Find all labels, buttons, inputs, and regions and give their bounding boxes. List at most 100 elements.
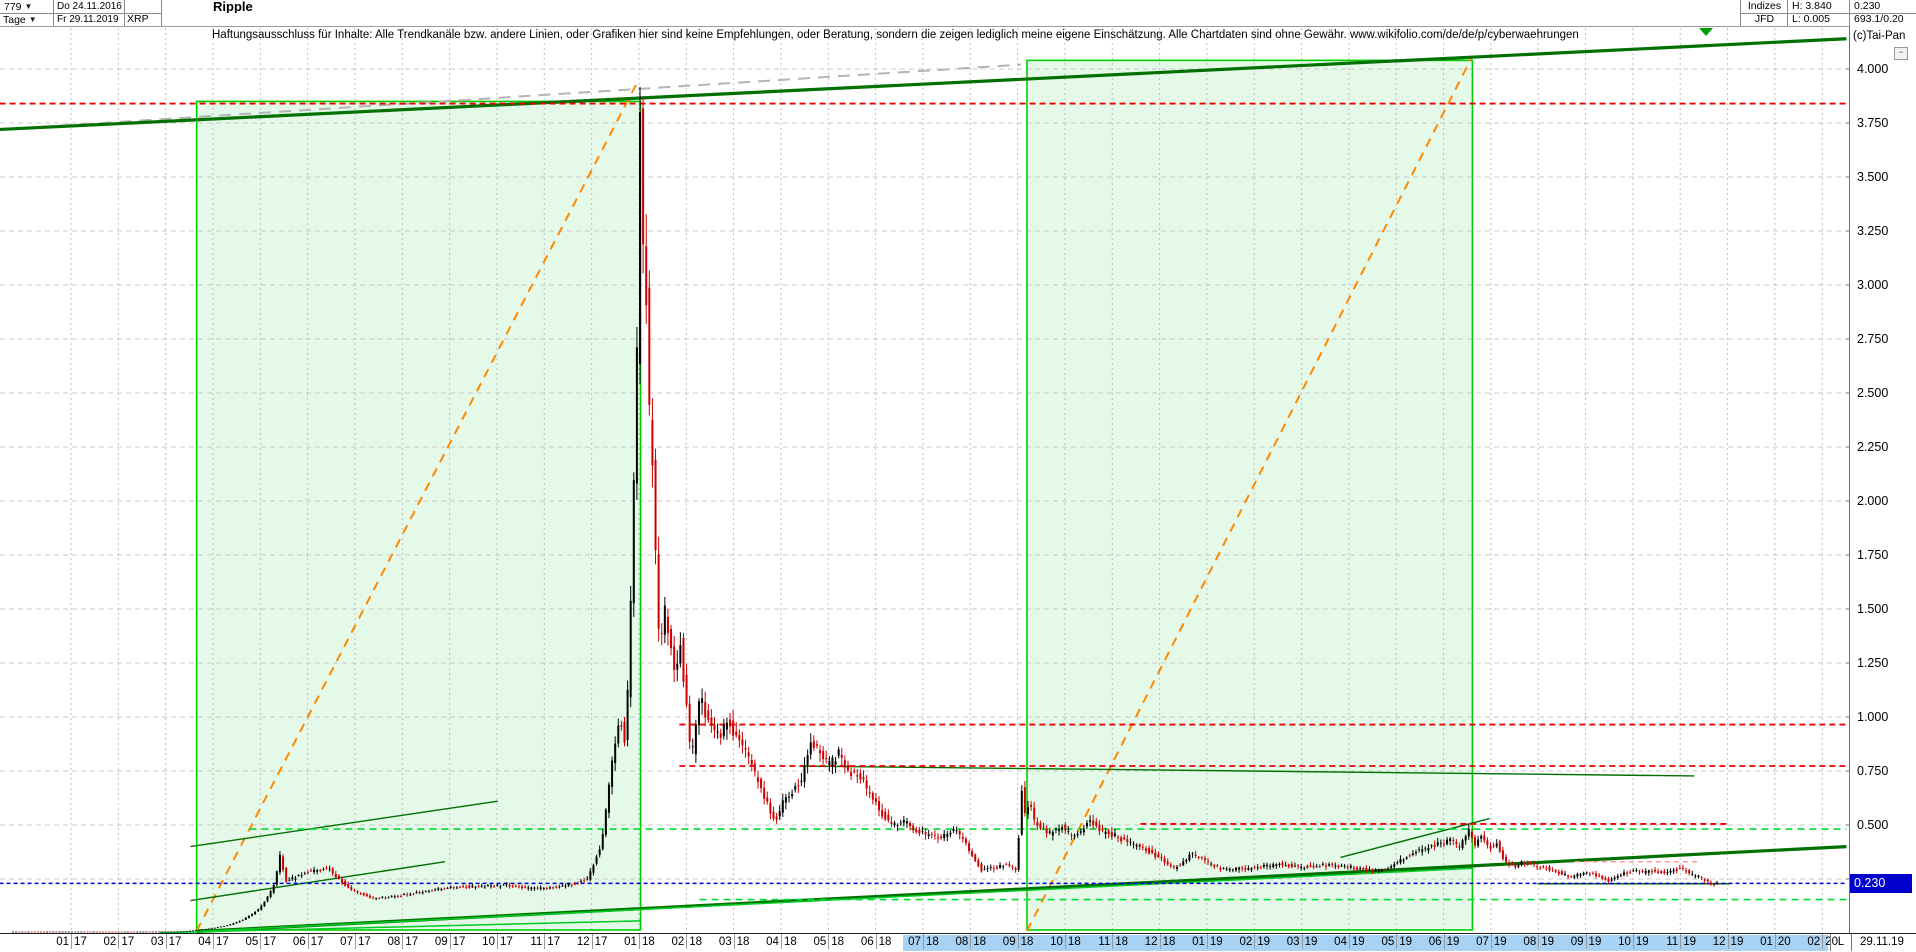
volume-info: 693.1/0.20 [1854,13,1904,25]
month-tick [1727,934,1729,949]
month-tick [1159,934,1161,949]
month-label: 03 [1286,936,1300,948]
price-tick-label: 2.000 [1857,494,1889,508]
month-tick [1017,934,1019,949]
month-tick [544,934,546,949]
period-dropdown[interactable]: Tage ▼ [3,14,37,26]
year-label: 18 [641,936,655,948]
plot-area [0,28,1849,933]
month-tick [402,934,404,949]
month-tick [1301,934,1303,949]
candles [12,87,1719,933]
year-label: 17 [263,936,277,948]
year-label: 18 [925,936,939,948]
year-label: 19 [1683,936,1697,948]
month-label: 05 [1381,936,1395,948]
year-label: 19 [1399,936,1413,948]
month-label: 06 [860,936,874,948]
month-label: 09 [434,936,448,948]
year-label: 19 [1493,936,1507,948]
month-label: 02 [103,936,117,948]
year-label: 17 [594,936,608,948]
year-label: 18 [973,936,987,948]
last-price-badge: 0.230 [1850,874,1912,893]
month-tick [354,934,356,949]
month-label: 08 [387,936,401,948]
date-from-field[interactable]: Do 24.11.2016 [57,1,122,12]
price-tick-label: 2.250 [1857,440,1889,454]
header-divider [161,0,162,26]
month-label: 08 [1523,936,1537,948]
indizes-label: Indizes [1747,0,1782,12]
collapse-button[interactable]: − [1894,47,1908,60]
year-label: 19 [1730,936,1744,948]
broker-label: JFD [1754,13,1775,25]
price-tick-label: 2.500 [1857,386,1889,400]
month-tick [1396,934,1398,949]
month-tick [118,934,120,949]
year-label: 17 [74,936,87,948]
price-tick-label: 2.750 [1857,332,1889,346]
month-label: 04 [1334,936,1347,948]
year-label: 17 [310,936,324,948]
month-tick [307,934,309,949]
year-label: 18 [783,936,797,948]
month-tick [875,934,877,949]
price-tick-label: 1.000 [1857,710,1889,724]
month-tick [733,934,735,949]
month-tick [1632,934,1634,949]
year-label: 20 [1825,936,1838,948]
year-label: 18 [1067,936,1081,948]
year-label: 19 [1257,936,1271,948]
period-low: L: 0.005 [1792,13,1830,25]
scale-toggle-button[interactable]: L [1830,934,1852,951]
month-tick [686,934,688,949]
price-tick-label: 4.000 [1857,62,1889,76]
month-label: 05 [813,936,827,948]
year-label: 19 [1209,936,1223,948]
date-to-field[interactable]: Fr 29.11.2019 [57,14,119,25]
last-price: 0.230 [1854,0,1881,12]
chevron-down-icon: ▼ [24,2,33,11]
month-tick [449,934,451,949]
year-label: 18 [831,936,845,948]
year-label: 17 [405,936,419,948]
chevron-down-icon: ▼ [28,15,37,24]
month-label: 12 [576,936,590,948]
year-label: 17 [499,936,513,948]
month-label: 11 [1666,936,1679,948]
month-tick [591,934,593,949]
year-label: 18 [1020,936,1034,948]
price-tick-label: 3.500 [1857,170,1889,184]
month-label: 09 [1570,936,1584,948]
price-tick-label: 3.000 [1857,278,1889,292]
year-label: 19 [1304,936,1318,948]
month-label: 02 [1807,936,1821,948]
year-label: 17 [215,936,229,948]
month-tick [1538,934,1540,949]
month-tick [165,934,167,949]
month-tick [780,934,782,949]
price-tick-label: 3.250 [1857,224,1889,238]
header-divider [1740,13,1916,14]
month-tick [922,934,924,949]
month-label: 07 [908,936,921,948]
month-label: 03 [150,936,164,948]
month-label: 04 [766,936,779,948]
year-label: 18 [1115,936,1129,948]
month-tick [496,934,498,949]
month-label: 09 [1002,936,1016,948]
cursor-date-label: 29.11.19 [1860,936,1904,948]
disclaimer-text: Haftungsausschluss für Inhalte: Alle Tre… [212,29,1579,41]
month-label: 02 [1239,936,1253,948]
month-label: 12 [1144,936,1158,948]
month-label: 04 [198,936,211,948]
month-tick [1822,934,1824,949]
month-label: 01 [1760,936,1773,948]
time-axis-highlight [903,935,1828,951]
bar-count-dropdown[interactable]: 779 ▼ [4,1,33,13]
header-bottom-border [0,26,1916,27]
month-tick [1680,934,1682,949]
year-label: 18 [1162,936,1176,948]
